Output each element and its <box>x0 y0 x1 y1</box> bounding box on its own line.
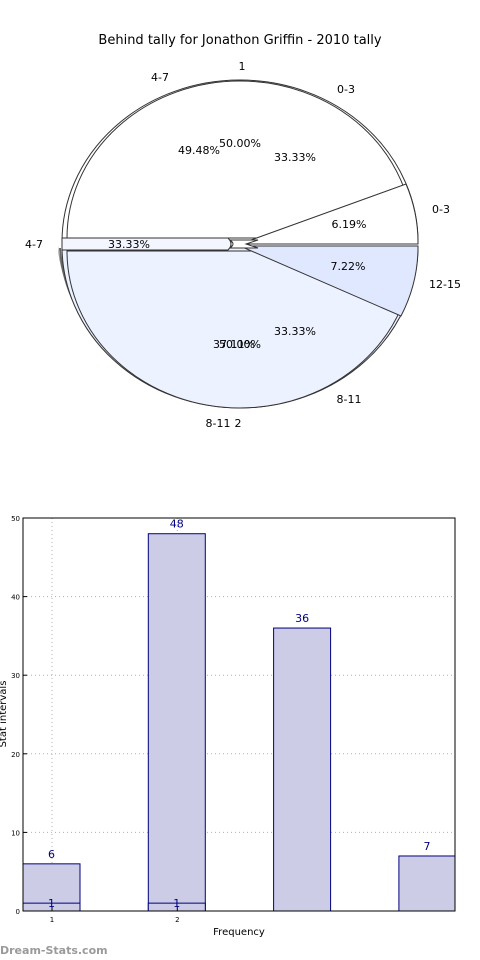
x-tick-label: 2 <box>175 916 179 924</box>
pie-pct-0-3-ring3: 6.19% <box>332 218 367 231</box>
y-tick-label: 0 <box>16 908 20 916</box>
bar-data-labels: 6 48 36 7 1 1 <box>48 518 430 910</box>
bar-axis-ticks: 0 10 20 30 40 50 1 2 <box>11 515 179 924</box>
watermark: Dream-Stats.com <box>0 944 108 957</box>
pie-pct-12-15-ring3: 7.22% <box>331 260 366 273</box>
y-axis-label: Stat intervals <box>0 681 9 748</box>
pie-label-12-15: 12-15 <box>429 278 461 291</box>
bar-value-label: 6 <box>48 848 55 861</box>
pie-wedge-sliver-top <box>239 183 419 245</box>
bar-value-label: 1 <box>48 897 55 910</box>
pie-pct-4-7-ring2: 33.33% <box>108 238 150 251</box>
pie-pct-8-11-ring2: 33.33% <box>274 325 316 338</box>
bar-chart: 0 10 20 30 40 50 1 2 6 48 36 7 1 1 <box>11 515 456 924</box>
pie-label-8-11-left: 8-11 <box>206 417 231 430</box>
pie-center <box>228 239 259 249</box>
bar-grid <box>23 517 455 912</box>
pie-pct-2: 50.00% <box>219 338 261 351</box>
bar <box>273 627 332 912</box>
pie-label-1: 1 <box>239 60 246 73</box>
pie-wedge-left-spoke <box>61 237 232 251</box>
pie-chart <box>58 79 419 409</box>
pie-pct-0-3-ring2: 33.33% <box>274 151 316 164</box>
y-tick-label: 30 <box>11 672 20 680</box>
pie-wedge-sliver-bottom <box>239 245 419 317</box>
x-axis-label: Frequency <box>213 927 265 938</box>
pie-label-2: 2 <box>235 417 242 430</box>
bar-value-label: 36 <box>295 612 309 625</box>
bar-series <box>22 533 456 912</box>
pie-label-0-3-right: 0-3 <box>432 203 450 216</box>
pie-pct-4-7-ring3: 49.48% <box>178 144 220 157</box>
pie-wedge-bottom-inner <box>66 250 414 409</box>
pie-label-8-11-bottom: 8-11 <box>337 393 362 406</box>
pie-title: Behind tally for Jonathon Griffin - 2010… <box>98 33 381 48</box>
pie-label-4-7-left: 4-7 <box>25 238 43 251</box>
bar-value-label: 1 <box>173 897 180 910</box>
pie-wedge-top-inner <box>66 80 414 239</box>
bar <box>398 855 456 912</box>
y-tick-label: 40 <box>11 594 20 602</box>
bar-value-label: 48 <box>170 518 184 531</box>
pie-pct-1: 50.00% <box>219 137 261 150</box>
pie-pct-8-11-ring3: 37.11% <box>213 338 255 351</box>
bar <box>147 533 206 912</box>
y-tick-label: 50 <box>11 515 20 523</box>
plot-frame <box>22 517 456 912</box>
bar-value-label: 7 <box>423 840 430 853</box>
pie-label-4-7-top: 4-7 <box>151 71 169 84</box>
y-tick-label: 20 <box>11 751 20 759</box>
pie-label-0-3-top: 0-3 <box>337 83 355 96</box>
y-tick-label: 10 <box>11 829 20 837</box>
x-tick-label: 1 <box>50 916 54 924</box>
